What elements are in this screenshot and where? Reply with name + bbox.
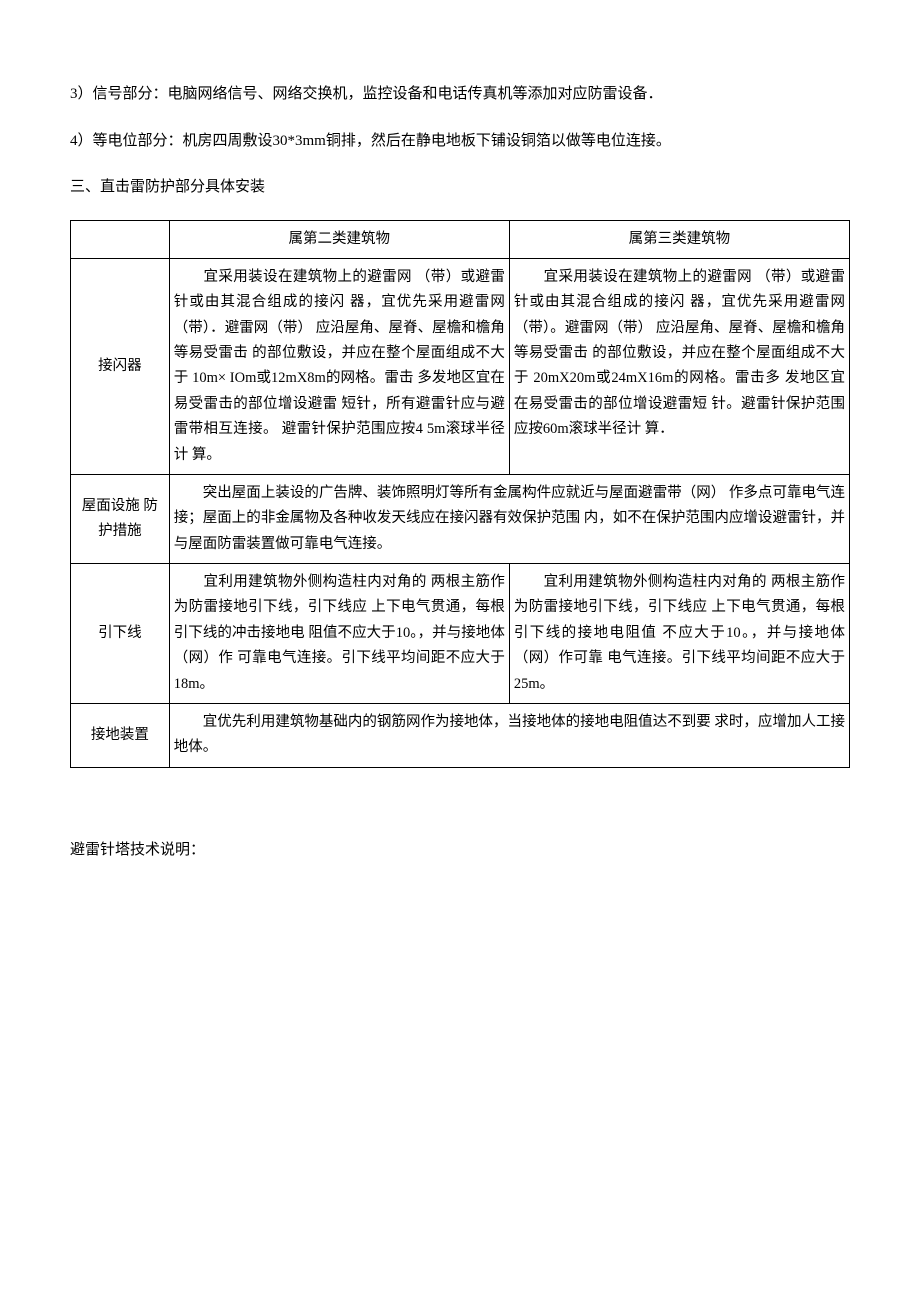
protection-table: 属第二类建筑物 属第三类建筑物 接闪器 宜采用装设在建筑物上的避雷网 （带）或避… (70, 220, 850, 768)
cell-roof-merged: 突出屋面上装设的广告牌、装饰照明灯等所有金属构件应就近与屋面避雷带（网） 作多点… (169, 474, 849, 563)
table-row: 接地装置 宜优先利用建筑物基础内的钢筋网作为接地体，当接地体的接地电阻值达不到要… (71, 703, 850, 767)
cell-downlead-class2: 宜利用建筑物外侧构造柱内对角的 两根主筋作为防雷接地引下线，引下线应 上下电气贯… (169, 564, 509, 704)
header-empty (71, 220, 170, 258)
cell-receptor-class2: 宜采用装设在建筑物上的避雷网 （带）或避雷针或由其混合组成的接闪 器，宜优先采用… (169, 258, 509, 474)
table-row: 屋面设施 防护措施 突出屋面上装设的广告牌、装饰照明灯等所有金属构件应就近与屋面… (71, 474, 850, 563)
footer-note: 避雷针塔技术说明： (70, 838, 850, 859)
header-class2: 属第二类建筑物 (169, 220, 509, 258)
table-row: 接闪器 宜采用装设在建筑物上的避雷网 （带）或避雷针或由其混合组成的接闪 器，宜… (71, 258, 850, 474)
header-class3: 属第三类建筑物 (509, 220, 849, 258)
table-row: 引下线 宜利用建筑物外侧构造柱内对角的 两根主筋作为防雷接地引下线，引下线应 上… (71, 564, 850, 704)
row-label-roof: 屋面设施 防护措施 (71, 474, 170, 563)
section-title: 三、直击雷防护部分具体安装 (70, 173, 850, 202)
table-header-row: 属第二类建筑物 属第三类建筑物 (71, 220, 850, 258)
row-label-receptor: 接闪器 (71, 258, 170, 474)
row-label-downlead: 引下线 (71, 564, 170, 704)
row-label-ground: 接地装置 (71, 703, 170, 767)
paragraph-equipotential: 4）等电位部分：机房四周敷设30*3mm铜排，然后在静电地板下铺设铜箔以做等电位… (70, 127, 850, 156)
cell-ground-merged: 宜优先利用建筑物基础内的钢筋网作为接地体，当接地体的接地电阻值达不到要 求时，应… (169, 703, 849, 767)
cell-receptor-class3: 宜采用装设在建筑物上的避雷网 （带）或避雷针或由其混合组成的接闪 器，宜优先采用… (509, 258, 849, 474)
cell-downlead-class3: 宜利用建筑物外侧构造柱内对角的 两根主筋作为防雷接地引下线，引下线应 上下电气贯… (509, 564, 849, 704)
paragraph-signal: 3）信号部分：电脑网络信号、网络交换机，监控设备和电话传真机等添加对应防雷设备． (70, 80, 850, 109)
